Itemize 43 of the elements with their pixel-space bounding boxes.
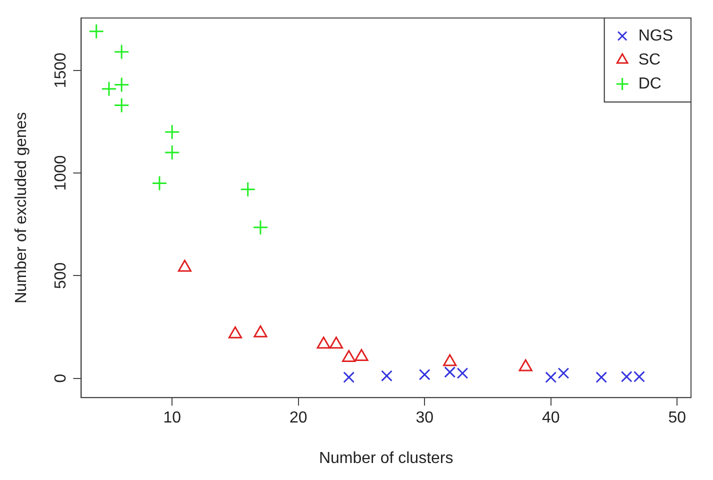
point [114,76,130,92]
y-tick-label: 1500 [52,52,70,88]
point [342,350,356,362]
point [558,367,570,379]
point [114,44,130,60]
point [634,370,645,382]
y-tick-label: 1000 [52,155,70,191]
point [444,366,456,378]
legend-label: DC [638,75,662,92]
point [381,370,392,382]
x-tick-label: 40 [542,410,560,427]
x-tick-label: 20 [289,410,308,427]
point [329,336,344,349]
y-tick-label: 500 [52,262,70,290]
point [88,24,104,40]
legend-label: SC [638,51,661,68]
point [354,348,368,361]
point [240,182,256,198]
point [620,370,632,382]
point [443,354,457,366]
point [418,368,430,380]
x-tick-label: 10 [163,410,182,427]
x-axis-title: Number of clusters [318,450,454,467]
point [316,336,330,349]
point [164,144,180,160]
x-tick-label: 30 [416,410,434,427]
point [228,326,242,338]
point [343,372,355,383]
point [152,176,168,192]
point [252,220,268,236]
x-tick-label: 50 [668,410,686,427]
point [254,325,268,338]
y-tick-label: 0 [52,374,70,383]
point [114,98,130,114]
point [456,367,468,379]
point [101,81,117,97]
y-axis-title: Number of excluded genes [13,112,30,304]
point [164,124,180,140]
point [518,359,532,372]
point [178,260,192,272]
point [596,372,608,383]
point [545,372,557,383]
legend-label: NGS [638,27,673,44]
